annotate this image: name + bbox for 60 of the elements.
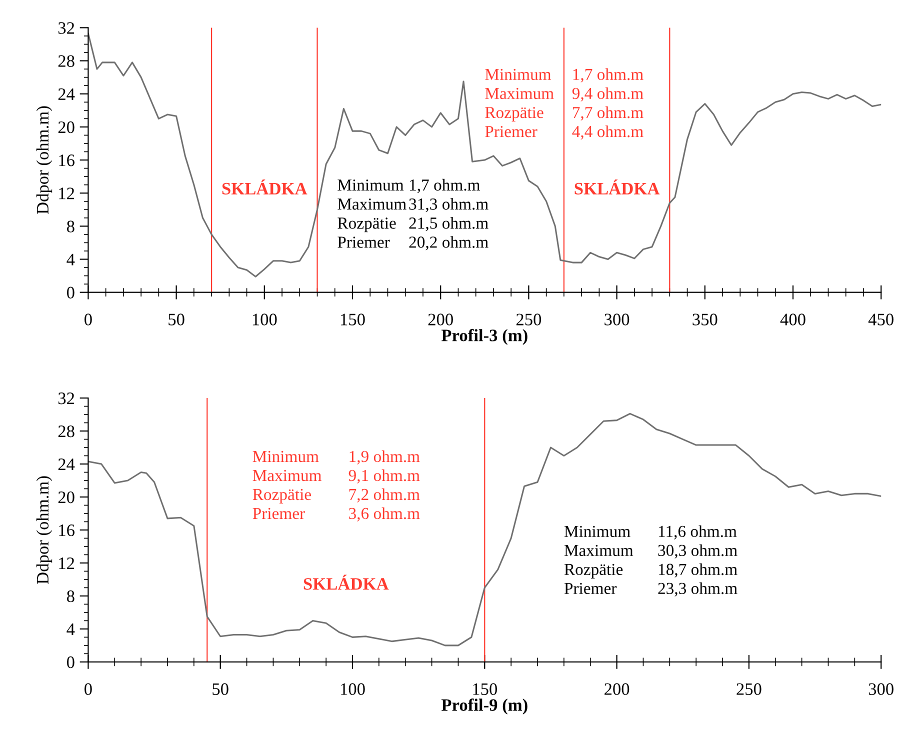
x-tick-label: 50 — [168, 314, 184, 326]
annotation: Rozpätie 21,5 ohm.m — [338, 217, 488, 232]
text: Priemer 23,3 ohm.m — [564, 582, 738, 596]
x-axis-title: Profil-9 (m) — [441, 698, 528, 714]
text: Minimum 1,7 ohm.m — [485, 68, 644, 82]
y-tick-label: 4 — [66, 254, 75, 266]
annotation: Maximum 31,3 ohm.m — [338, 198, 488, 212]
ref-line-label: SKLÁDKA — [304, 574, 389, 590]
y-tick-label: 12 — [59, 557, 74, 569]
x-axis-title: Profil-3 (m) — [441, 328, 528, 345]
x-tick-label: 50 — [212, 683, 228, 695]
y-tick-label: 16 — [59, 154, 74, 166]
y-tick-label: 32 — [58, 22, 74, 34]
x-tick-label: 100 — [341, 683, 365, 695]
x-tick-label: 300 — [604, 314, 630, 326]
x-tick-label: 150 — [473, 683, 498, 695]
y-tick-label: 0 — [66, 656, 74, 668]
x-tick-label: 200 — [428, 314, 453, 326]
text: Rozpätie 7,2 ohm.m — [252, 488, 420, 504]
annotation: Minimum 1,7 ohm.m — [338, 178, 480, 194]
y-tick-label: 12 — [59, 188, 74, 200]
x-tick-label: 200 — [604, 683, 630, 695]
y-tick-label: 28 — [58, 426, 74, 438]
text: Maximum 9,1 ohm.m — [252, 469, 420, 484]
y-tick-label: 28 — [58, 55, 74, 67]
annotation: Priemer 20,2 ohm.m — [338, 236, 488, 250]
x-tick-label: 250 — [516, 314, 542, 326]
line-series — [88, 412, 882, 646]
y-tick-label: 24 — [58, 458, 75, 470]
x-tick-label: 300 — [868, 683, 894, 695]
text: Priemer 3,6 ohm.m — [252, 507, 420, 522]
y-tick-label: 8 — [66, 220, 74, 232]
y-tick-label: 20 — [58, 121, 74, 134]
x-tick-label: 150 — [341, 314, 365, 326]
annotation: Maximum 9,4 ohm.m — [485, 87, 644, 102]
y-axis-title: Ddpor (ohm.m) — [36, 476, 52, 584]
x-tick-label: 350 — [692, 314, 718, 326]
y-tick-label: 4 — [66, 624, 75, 635]
y-tick-label: 16 — [59, 524, 74, 536]
ref-line-label: SKLÁDKA — [222, 180, 308, 195]
text: Rozpätie 18,7 ohm.m — [564, 563, 738, 578]
y-tick-label: 32 — [58, 392, 74, 404]
x-tick-label: 100 — [252, 314, 277, 326]
line-series — [88, 32, 882, 278]
y-tick-label: 24 — [58, 88, 75, 100]
ref-line-label: SKLÁDKA — [574, 180, 660, 195]
y-tick-label: 0 — [66, 286, 74, 299]
x-tick-label: 0 — [84, 314, 92, 326]
y-tick-label: 20 — [58, 491, 74, 504]
y-tick-label: 8 — [66, 590, 74, 602]
text: Minimum 11,6 ohm.m — [564, 525, 737, 540]
x-tick-label: 400 — [780, 314, 806, 326]
text: Minimum 1,9 ohm.m — [252, 450, 420, 465]
text: Maximum 30,3 ohm.m — [564, 544, 738, 558]
x-tick-label: 250 — [736, 683, 762, 695]
x-tick-label: 0 — [84, 683, 92, 695]
y-axis-title: Ddpor (ohm.m) — [36, 106, 52, 214]
text: Rozpätie 7,7 ohm.m — [485, 106, 644, 122]
x-tick-label: 450 — [868, 314, 894, 326]
text: Priemer 4,4 ohm.m — [485, 125, 644, 140]
